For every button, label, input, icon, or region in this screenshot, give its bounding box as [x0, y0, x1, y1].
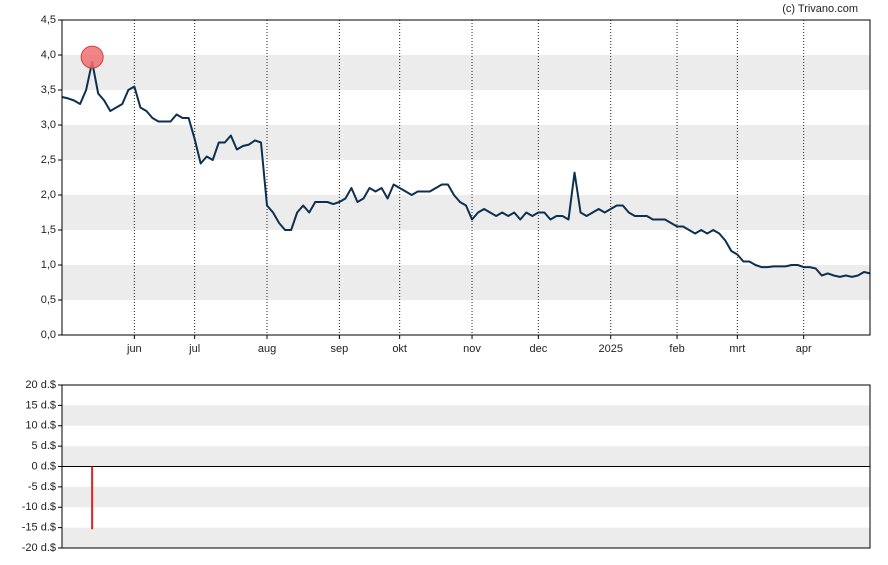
- y-tick-label: 0 d.$: [32, 460, 56, 472]
- y-tick-label: 0,5: [41, 294, 56, 306]
- highlight-marker: [80, 45, 104, 69]
- y-tick-label: 3,5: [41, 84, 56, 96]
- y-tick-label: 2,5: [41, 154, 56, 166]
- plot-frame: [61, 19, 871, 336]
- y-tick-label: 4,5: [41, 14, 56, 26]
- plot-frame: [61, 384, 871, 549]
- y-tick-label: 15 d.$: [25, 399, 56, 411]
- grid-band: [62, 125, 870, 160]
- x-tick-label: jul: [188, 343, 200, 355]
- grid-band: [62, 195, 870, 230]
- y-tick-label: -20 d.$: [22, 542, 56, 554]
- y-tick-label: 5 d.$: [32, 440, 56, 452]
- y-tick-label: 1,5: [41, 224, 56, 236]
- x-tick-label: 2025: [598, 343, 622, 355]
- x-tick-label: apr: [796, 343, 812, 355]
- x-tick-label: feb: [669, 343, 684, 355]
- y-tick-label: -15 d.$: [22, 522, 56, 534]
- price-line: [61, 61, 871, 278]
- y-tick-label: 20 d.$: [25, 379, 56, 391]
- x-tick-label: aug: [258, 343, 276, 355]
- y-tick-label: 1,0: [41, 259, 56, 271]
- grid-band: [62, 527, 870, 548]
- grid-band: [62, 55, 870, 90]
- y-tick-label: 3,0: [41, 119, 56, 131]
- grid-band: [62, 486, 870, 508]
- x-tick-label: sep: [330, 343, 348, 355]
- x-tick-label: mrt: [729, 343, 745, 355]
- source: (c) Trivano.com: [782, 3, 858, 15]
- grid-band: [62, 405, 870, 426]
- grid-band: [62, 265, 870, 300]
- y-tick-label: 10 d.$: [25, 420, 56, 432]
- y-tick-label: 2,0: [41, 189, 56, 201]
- y-tick-label: -10 d.$: [22, 501, 56, 513]
- x-tick-label: dec: [529, 343, 547, 355]
- x-tick-label: nov: [463, 343, 481, 355]
- y-tick-label: 0,0: [41, 329, 56, 341]
- y-tick-label: -5 d.$: [28, 481, 56, 493]
- y-tick-label: 4,0: [41, 49, 56, 61]
- x-tick-label: jun: [126, 343, 142, 355]
- grid-band: [62, 446, 870, 467]
- x-tick-label: okt: [392, 343, 407, 355]
